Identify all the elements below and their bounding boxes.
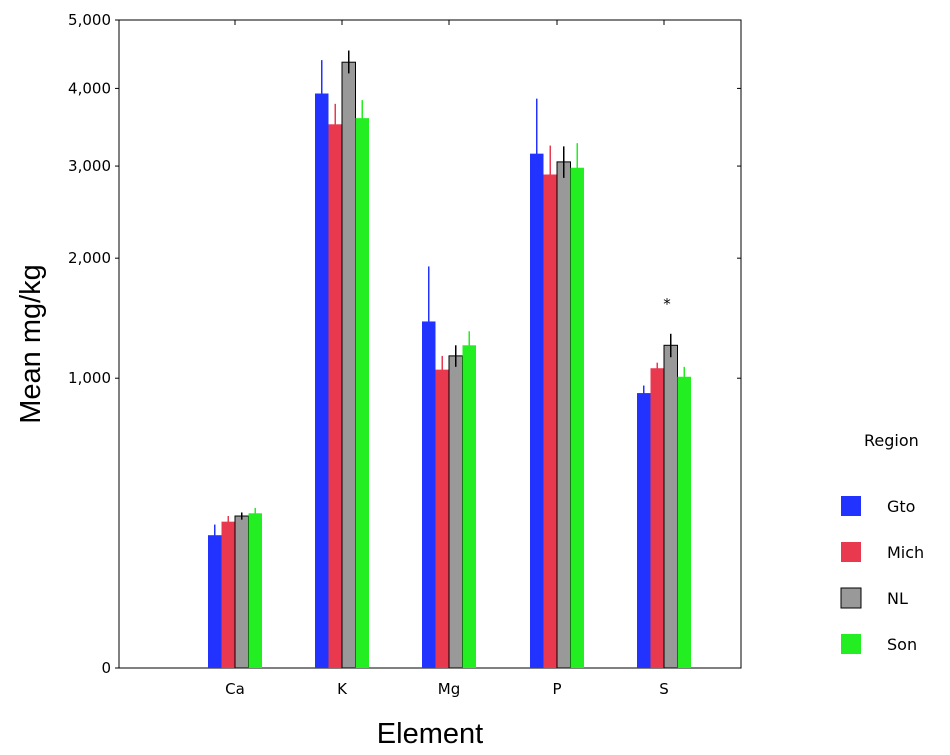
x-axis-title: Element (377, 718, 483, 750)
bar-mich-mg (435, 369, 449, 668)
bar-nl-k (341, 61, 356, 669)
bar-son-s (677, 376, 691, 668)
bar-mich-s (650, 368, 664, 668)
bar-nl-p (556, 161, 571, 669)
bar-gto-mg (422, 321, 436, 668)
y-axis: 0 1,000 2,000 3,000 4,000 5,000 (68, 11, 741, 677)
bar-gto-ca (208, 535, 222, 668)
bar-son-k (355, 118, 369, 669)
legend-label-mich: Mich (887, 543, 924, 562)
error-bars (214, 50, 685, 547)
legend-label-nl: NL (887, 589, 908, 608)
bar-gto-p (530, 153, 544, 668)
bar-nl-mg (448, 355, 463, 669)
legend-label-gto: Gto (887, 497, 915, 516)
x-tick-label: Mg (438, 680, 460, 698)
bars (208, 61, 691, 669)
legend-swatch-mich (841, 542, 861, 562)
y-tick-label: 5,000 (68, 11, 111, 29)
y-axis-title: Mean mg/kg (15, 264, 47, 424)
annotations: * (663, 295, 671, 313)
bar-gto-s (637, 393, 651, 668)
y-tick-label: 0 (101, 659, 111, 677)
y-tick-label: 3,000 (68, 157, 111, 175)
y-tick-label: 2,000 (68, 249, 111, 267)
legend-label-son: Son (887, 635, 917, 654)
bar-son-mg (462, 345, 476, 668)
bar-mich-k (328, 124, 342, 669)
x-tick-label: S (659, 680, 669, 698)
legend-swatch-gto (841, 496, 861, 516)
bar-gto-k (315, 93, 329, 669)
legend-swatch-nl (840, 587, 862, 609)
bar-mich-ca (221, 521, 235, 668)
legend: Region Gto Mich NL Son (840, 431, 924, 654)
y-tick-label: 1,000 (68, 369, 111, 387)
legend-title: Region (864, 431, 919, 450)
bar-nl-s (663, 344, 678, 669)
bar-son-p (570, 167, 584, 668)
x-tick-label: K (337, 680, 348, 698)
y-tick-label: 4,000 (68, 79, 111, 97)
bar-son-ca (248, 513, 262, 668)
x-tick-label: P (552, 680, 561, 698)
bar-mich-p (543, 174, 557, 668)
bar-nl-ca (234, 515, 249, 669)
x-tick-label: Ca (225, 680, 245, 698)
significance-marker: * (663, 295, 671, 313)
legend-swatch-son (841, 634, 861, 654)
